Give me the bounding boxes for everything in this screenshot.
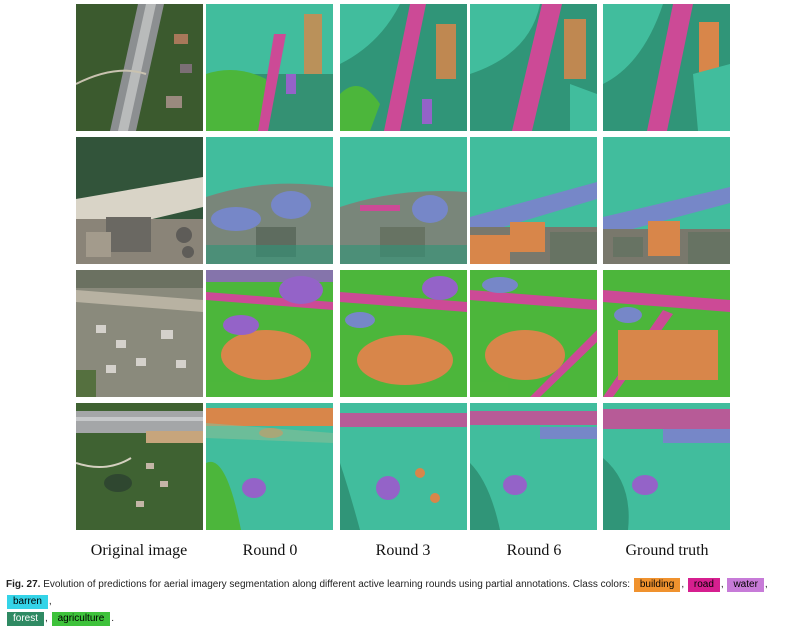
tile-row-2-round-0 — [206, 137, 333, 264]
column-label-round-0: Round 0 — [242, 542, 298, 559]
tile-row-4-round-3 — [340, 403, 467, 530]
column-label-round-3: Round 3 — [375, 542, 431, 559]
class-chip-building: building — [633, 578, 681, 592]
tile-row-4-round-0 — [206, 403, 333, 530]
tile-row-3-round-0 — [206, 270, 333, 397]
tile-row-2-round-3 — [340, 137, 467, 264]
column-label-original: Original image — [90, 542, 188, 559]
tile-row-1-ground-truth — [603, 4, 730, 131]
column-label-round-6: Round 6 — [506, 542, 562, 559]
tile-row-4-round-6 — [470, 403, 597, 530]
tile-row-1-original — [76, 4, 203, 131]
tile-row-3-round-6 — [470, 270, 597, 397]
tile-row-3-round-3 — [340, 270, 467, 397]
class-chip-barren: barren — [7, 595, 48, 609]
tile-row-1-round-3 — [340, 4, 467, 131]
column-label-ground-truth: Ground truth — [625, 542, 709, 559]
caption-label: Fig. 27. — [6, 579, 41, 590]
tile-row-1-round-0 — [206, 4, 333, 131]
caption-text: Evolution of predictions for aerial imag… — [43, 579, 631, 590]
class-chip-agriculture: agriculture — [51, 612, 111, 626]
tile-row-2-round-6 — [470, 137, 597, 264]
tile-row-3-original — [76, 270, 203, 397]
tile-row-4-ground-truth — [603, 403, 730, 530]
class-chip-forest: forest — [7, 612, 45, 626]
class-chip-road: road — [687, 578, 720, 592]
tile-row-2-ground-truth — [603, 137, 730, 264]
figure-caption: Fig. 27. Evolution of predictions for ae… — [6, 578, 768, 626]
tile-row-3-ground-truth — [603, 270, 730, 397]
class-chip-water: water — [727, 578, 764, 592]
tile-row-1-round-6 — [470, 4, 597, 131]
caption-end: . — [111, 613, 115, 624]
tile-row-2-original — [76, 137, 203, 264]
tile-row-4-original — [76, 403, 203, 530]
